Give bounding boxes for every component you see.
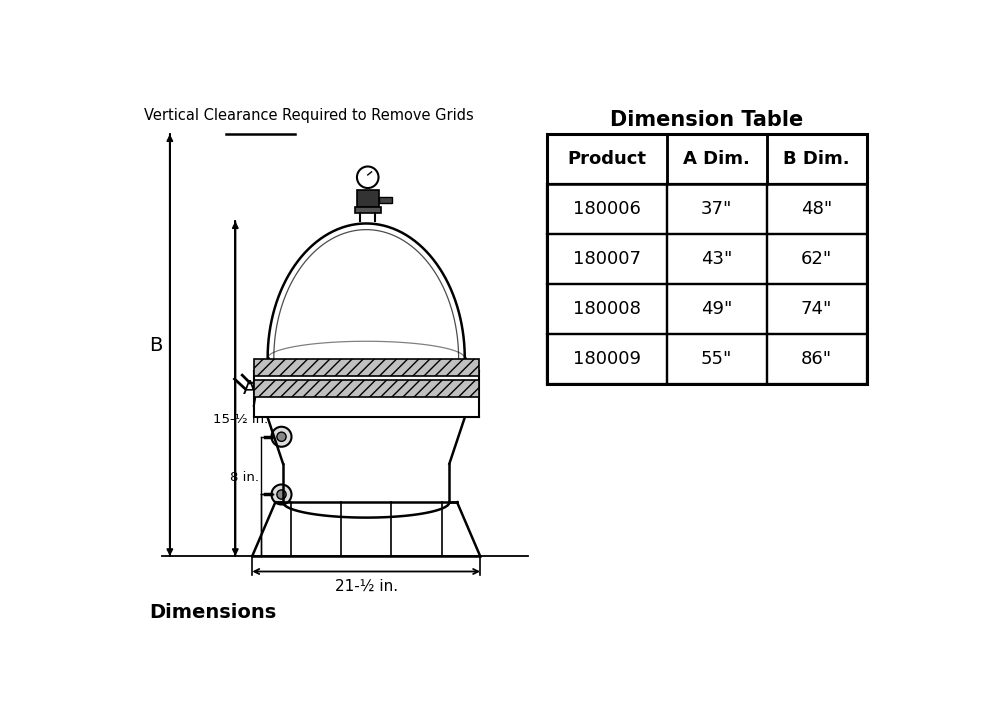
Bar — [379, 197, 392, 204]
Text: 180006: 180006 — [573, 200, 641, 218]
Text: Vertical Clearance Required to Remove Grids: Vertical Clearance Required to Remove Gr… — [144, 108, 473, 123]
Text: 62": 62" — [801, 251, 832, 269]
Bar — [254, 379, 479, 397]
Bar — [666, 284, 767, 334]
Bar — [547, 234, 667, 284]
Bar — [666, 334, 767, 384]
Bar — [254, 359, 479, 376]
Circle shape — [271, 427, 292, 446]
Bar — [355, 207, 381, 212]
Text: 43": 43" — [701, 251, 732, 269]
Text: B: B — [149, 336, 163, 355]
Text: 74": 74" — [801, 300, 832, 318]
Text: 49": 49" — [701, 300, 732, 318]
Text: 86": 86" — [801, 351, 832, 369]
Circle shape — [277, 490, 286, 499]
Text: 37": 37" — [701, 200, 732, 218]
Text: B Dim.: B Dim. — [783, 150, 850, 168]
Bar — [547, 184, 667, 234]
Bar — [767, 334, 867, 384]
Text: 55": 55" — [701, 351, 732, 369]
Text: A Dim.: A Dim. — [683, 150, 750, 168]
Bar — [666, 184, 767, 234]
Text: A: A — [242, 379, 256, 397]
Circle shape — [277, 432, 286, 441]
Text: Dimensions: Dimensions — [149, 603, 276, 621]
Bar — [547, 334, 667, 384]
Text: 180007: 180007 — [573, 251, 641, 269]
Text: Product: Product — [567, 150, 646, 168]
Bar — [767, 184, 867, 234]
Bar — [547, 134, 867, 384]
Bar — [666, 234, 767, 284]
Bar — [547, 134, 667, 184]
Text: 180008: 180008 — [573, 300, 641, 318]
Bar — [666, 134, 767, 184]
Text: 48": 48" — [801, 200, 832, 218]
Bar — [547, 284, 667, 334]
Text: 180009: 180009 — [573, 351, 641, 369]
Bar — [357, 189, 379, 207]
Text: Dimension Table: Dimension Table — [610, 109, 804, 130]
Circle shape — [271, 485, 292, 505]
Bar — [767, 234, 867, 284]
Bar — [767, 134, 867, 184]
Text: 8 in.: 8 in. — [230, 471, 259, 484]
Text: 15-½ in.: 15-½ in. — [213, 413, 268, 426]
Bar — [767, 284, 867, 334]
Text: 21-½ in.: 21-½ in. — [335, 579, 398, 594]
